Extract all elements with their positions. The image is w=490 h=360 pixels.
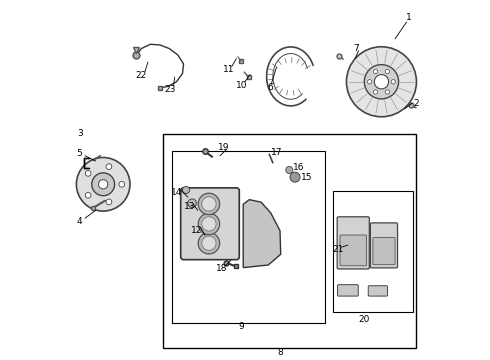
Text: 6: 6 bbox=[268, 83, 273, 92]
Circle shape bbox=[368, 80, 372, 84]
Text: 13: 13 bbox=[184, 202, 196, 211]
Circle shape bbox=[119, 181, 124, 187]
Circle shape bbox=[188, 199, 196, 207]
Text: 5: 5 bbox=[76, 149, 82, 158]
Bar bbox=[172, 152, 325, 323]
Text: 11: 11 bbox=[223, 66, 235, 75]
Circle shape bbox=[92, 173, 115, 196]
Circle shape bbox=[85, 171, 91, 176]
Text: 7: 7 bbox=[354, 44, 359, 53]
FancyBboxPatch shape bbox=[373, 238, 395, 265]
Text: 15: 15 bbox=[301, 173, 312, 182]
Circle shape bbox=[106, 164, 112, 170]
Circle shape bbox=[198, 193, 220, 215]
FancyBboxPatch shape bbox=[337, 217, 369, 269]
Circle shape bbox=[202, 217, 216, 231]
FancyBboxPatch shape bbox=[181, 188, 239, 260]
Circle shape bbox=[373, 69, 378, 74]
Bar bbox=[163, 134, 416, 348]
Text: 19: 19 bbox=[218, 143, 229, 152]
Circle shape bbox=[385, 90, 390, 94]
Text: 16: 16 bbox=[293, 163, 305, 172]
Circle shape bbox=[98, 180, 108, 189]
Circle shape bbox=[290, 172, 300, 182]
Circle shape bbox=[286, 166, 293, 174]
Circle shape bbox=[202, 197, 216, 211]
Circle shape bbox=[348, 238, 358, 248]
Text: 18: 18 bbox=[217, 264, 228, 273]
Text: 14: 14 bbox=[172, 188, 183, 197]
Text: 4: 4 bbox=[76, 217, 82, 226]
Text: 23: 23 bbox=[164, 85, 176, 94]
Text: 2: 2 bbox=[413, 99, 418, 108]
FancyBboxPatch shape bbox=[368, 286, 388, 296]
FancyBboxPatch shape bbox=[338, 285, 358, 296]
Circle shape bbox=[202, 236, 216, 250]
Text: 21: 21 bbox=[332, 245, 343, 254]
Text: 8: 8 bbox=[278, 348, 284, 357]
Circle shape bbox=[374, 75, 389, 89]
Circle shape bbox=[182, 186, 190, 194]
Circle shape bbox=[85, 192, 91, 198]
Bar bbox=[333, 191, 413, 312]
Text: 9: 9 bbox=[239, 322, 245, 331]
Circle shape bbox=[391, 80, 395, 84]
Text: 12: 12 bbox=[191, 225, 202, 234]
Text: 22: 22 bbox=[136, 71, 147, 80]
Text: 17: 17 bbox=[270, 148, 282, 157]
Text: 1: 1 bbox=[406, 13, 412, 22]
Text: 20: 20 bbox=[358, 315, 369, 324]
Circle shape bbox=[385, 69, 390, 74]
Text: 3: 3 bbox=[77, 129, 83, 138]
Circle shape bbox=[198, 213, 220, 235]
Polygon shape bbox=[243, 200, 281, 267]
Text: 10: 10 bbox=[236, 81, 248, 90]
Circle shape bbox=[373, 90, 378, 94]
Circle shape bbox=[198, 233, 220, 254]
FancyBboxPatch shape bbox=[340, 235, 367, 266]
Circle shape bbox=[364, 64, 398, 99]
Circle shape bbox=[346, 47, 416, 117]
Circle shape bbox=[76, 157, 130, 211]
FancyBboxPatch shape bbox=[370, 223, 397, 268]
Circle shape bbox=[106, 199, 112, 205]
